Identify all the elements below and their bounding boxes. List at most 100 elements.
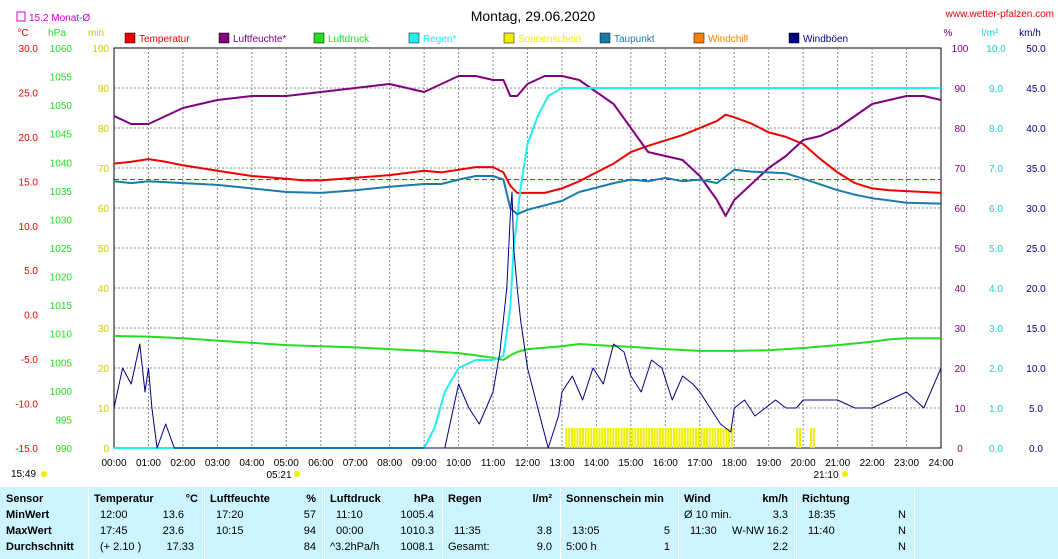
y-tick-min: 50 [98, 244, 110, 255]
x-tick: 18:00 [722, 458, 747, 469]
sunshine-bar [700, 428, 703, 448]
temp-unit: °C [185, 493, 198, 505]
y-tick-kmh: 50.0 [1026, 44, 1046, 55]
y-tick-hpa: 1045 [50, 130, 73, 141]
temp-min-value: 13.6 [162, 509, 184, 521]
y-tick-rain: 2.0 [989, 364, 1003, 375]
divider [796, 487, 797, 559]
x-tick: 20:00 [791, 458, 816, 469]
stats-table: Sensor MinWert MaxWert Durchschnitt Temp… [0, 487, 1058, 559]
legend-swatch [788, 32, 800, 44]
sunshine-bar [683, 428, 686, 448]
press-min-time: 11:10 [336, 509, 363, 521]
stats-col-humidity: Luftfeuchte % 17:20 57 10:15 94 84 [210, 487, 318, 559]
y-tick-hpa: 1010 [50, 330, 73, 341]
sun-avg-value: 1 [663, 541, 670, 553]
monat-marker-icon [16, 11, 26, 22]
y-tick-pct: 40 [954, 284, 966, 295]
y-tick-hpa: 1050 [50, 101, 73, 112]
sunshine-bar [730, 428, 733, 448]
legend-label: Luftdruck [328, 34, 370, 45]
y-tick-rain: 5.0 [989, 244, 1003, 255]
x-tick: 06:00 [308, 458, 333, 469]
x-tick: 03:00 [205, 458, 230, 469]
y-tick-pct: 80 [954, 124, 966, 135]
y-tick-temp: -15.0 [15, 444, 38, 455]
sunshine-bar [592, 428, 595, 448]
temp-min-time: 12:00 [100, 509, 128, 521]
y-tick-kmh: 20.0 [1026, 284, 1046, 295]
y-tick-rain: 9.0 [989, 84, 1003, 95]
divider [560, 487, 561, 559]
series-line-temperatur [113, 113, 942, 194]
dir-max-time: 11:40 [808, 525, 835, 537]
hum-max-time: 10:15 [216, 525, 244, 537]
x-tick: 10:00 [446, 458, 471, 469]
y-tick-rain: 10.0 [986, 44, 1006, 55]
sunshine-bar [573, 428, 576, 448]
legend-swatch [503, 32, 515, 44]
y-tick-kmh: 5.0 [1029, 404, 1043, 415]
series-line-taupunkt [113, 168, 942, 216]
legend-label: Taupunkt [614, 34, 655, 45]
legend-swatch [313, 32, 325, 44]
y-tick-min: 80 [98, 124, 110, 135]
y-tick-kmh: 25.0 [1026, 244, 1046, 255]
hum-min-value: 57 [303, 509, 316, 521]
legend-label: Windböen [803, 34, 848, 45]
unit-pct: % [944, 28, 953, 39]
sunshine-bar [568, 428, 571, 448]
sunshine-bar [603, 428, 606, 448]
x-tick: 21:00 [825, 458, 850, 469]
y-tick-hpa: 995 [55, 415, 72, 426]
sunshine-bar [697, 428, 700, 448]
legend-swatch [408, 32, 420, 44]
y-tick-rain: 1.0 [989, 404, 1003, 415]
sunshine-bar [579, 428, 582, 448]
stats-col-pressure: Luftdruck hPa 11:10 1005.4 00:00 1010.3 … [330, 487, 436, 559]
y-tick-temp: 15.0 [19, 177, 39, 188]
y-tick-hpa: 1000 [50, 387, 73, 398]
y-tick-min: 20 [98, 364, 110, 375]
series-line-luftdruck [113, 335, 941, 361]
y-tick-temp: 10.0 [19, 222, 39, 233]
y-tick-rain: 6.0 [989, 204, 1003, 215]
y-tick-temp: -5.0 [21, 355, 39, 366]
divider [914, 487, 915, 559]
unit-hpa: hPa [48, 28, 66, 39]
press-max-time: 00:00 [336, 525, 364, 537]
dir-min-value: N [898, 509, 906, 521]
sunshine-bar [725, 428, 728, 448]
y-tick-min: 90 [98, 84, 110, 95]
x-tick: 05:00 [274, 458, 299, 469]
stats-col-wind: Wind km/h Ø 10 min. 3.3 11:30 W-NW 16.2 … [684, 487, 790, 559]
press-unit: hPa [413, 493, 434, 505]
y-tick-pct: 50 [954, 244, 966, 255]
sunshine-bar [576, 428, 579, 448]
sunshine-bar [642, 428, 645, 448]
rain-max-value: 3.8 [536, 525, 552, 537]
sunshine-bar [581, 428, 584, 448]
sunshine-bar [645, 428, 648, 448]
sunshine-bar [678, 428, 681, 448]
sunshine-bar [598, 428, 601, 448]
temp-avg-value: 17.33 [166, 541, 194, 553]
site-url[interactable]: www.wetter-pfalzen.com [945, 9, 1054, 20]
sunshine-bar [595, 428, 598, 448]
y-tick-min: 40 [98, 284, 110, 295]
series-lines [113, 75, 942, 449]
x-tick: 02:00 [170, 458, 195, 469]
sunset-label: 21:10 [813, 470, 838, 481]
temp-max-time: 17:45 [100, 525, 128, 537]
dir-header: Richtung [802, 493, 850, 505]
sunset-icon [842, 471, 848, 477]
y-tick-pct: 0 [957, 444, 963, 455]
rain-total-label: Gesamt: [448, 541, 490, 553]
sunshine-bar [612, 428, 615, 448]
sunshine-bar [681, 428, 684, 448]
sunshine-bars [565, 428, 815, 448]
sunshine-bar [708, 428, 711, 448]
x-tick: 01:00 [136, 458, 161, 469]
y-tick-temp: 5.0 [24, 266, 38, 277]
sunshine-bar [631, 428, 634, 448]
